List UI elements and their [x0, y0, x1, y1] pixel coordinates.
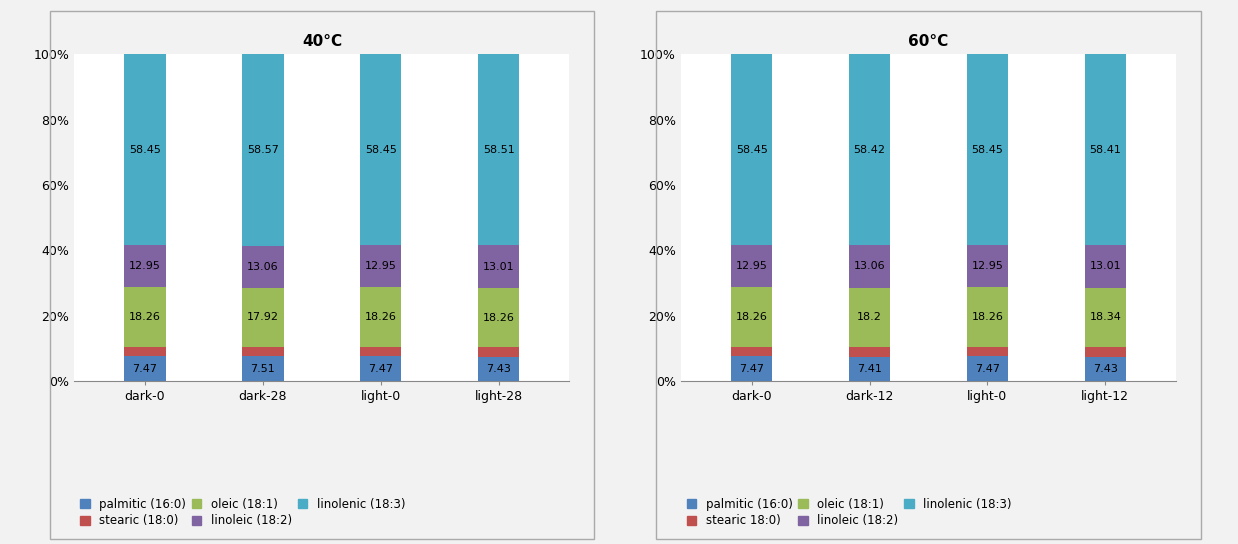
Text: 7.43: 7.43	[487, 364, 511, 374]
Bar	[478, 288, 520, 348]
Bar	[360, 347, 401, 356]
Text: 58.42: 58.42	[853, 145, 885, 154]
Bar	[849, 54, 890, 245]
Text: 58.45: 58.45	[129, 145, 161, 155]
Text: 7.47: 7.47	[739, 363, 764, 374]
Text: 58.45: 58.45	[365, 145, 396, 155]
Bar	[849, 347, 890, 357]
Bar	[849, 245, 890, 288]
Text: 18.26: 18.26	[365, 312, 396, 322]
Text: 7.47: 7.47	[976, 363, 1000, 374]
Bar	[730, 287, 773, 347]
Bar	[124, 245, 166, 287]
Bar	[243, 347, 284, 356]
Text: 58.41: 58.41	[1089, 145, 1122, 154]
Bar	[124, 356, 166, 381]
Legend: palmitic (16:0), stearic 18:0), oleic (18:1), linoleic (18:2), linolenic (18:3): palmitic (16:0), stearic 18:0), oleic (1…	[687, 498, 1011, 527]
Text: 58.45: 58.45	[972, 145, 1003, 155]
Bar	[243, 356, 284, 381]
Bar	[730, 347, 773, 356]
Text: 12.95: 12.95	[129, 261, 161, 271]
Text: 18.26: 18.26	[483, 313, 515, 323]
Text: 58.57: 58.57	[248, 145, 279, 155]
Bar	[967, 356, 1008, 381]
Bar	[360, 54, 401, 245]
Text: 12.95: 12.95	[735, 261, 768, 271]
Text: 18.2: 18.2	[857, 312, 881, 323]
Bar	[243, 288, 284, 347]
Bar	[967, 245, 1008, 287]
Text: 18.26: 18.26	[735, 312, 768, 322]
Title: 40°C: 40°C	[302, 34, 342, 49]
Bar	[243, 245, 284, 288]
Bar	[730, 54, 773, 245]
Text: 17.92: 17.92	[246, 312, 279, 323]
Text: 7.47: 7.47	[369, 363, 394, 374]
Bar	[967, 287, 1008, 347]
Bar	[1084, 348, 1127, 356]
Text: 18.26: 18.26	[972, 312, 1003, 322]
Bar	[478, 356, 520, 381]
Bar	[1084, 245, 1127, 288]
Bar	[124, 347, 166, 356]
Text: 12.95: 12.95	[972, 261, 1003, 271]
Text: 13.01: 13.01	[1089, 261, 1122, 271]
Text: 7.41: 7.41	[857, 364, 881, 374]
Text: 13.06: 13.06	[248, 262, 279, 272]
Bar	[360, 245, 401, 287]
Text: 12.95: 12.95	[365, 261, 396, 271]
Text: 58.51: 58.51	[483, 145, 515, 155]
Text: 7.51: 7.51	[250, 363, 275, 374]
Text: 7.43: 7.43	[1093, 364, 1118, 374]
Bar	[124, 54, 166, 245]
Bar	[1084, 54, 1127, 245]
Text: 13.01: 13.01	[483, 262, 515, 271]
Bar	[967, 347, 1008, 356]
Bar	[243, 54, 284, 245]
Bar	[124, 287, 166, 347]
Bar	[730, 356, 773, 381]
Bar	[1084, 356, 1127, 381]
Bar	[478, 54, 520, 245]
Bar	[1084, 288, 1127, 348]
Text: 58.45: 58.45	[735, 145, 768, 155]
Title: 60°C: 60°C	[909, 34, 948, 49]
Bar	[849, 288, 890, 347]
Text: 18.26: 18.26	[129, 312, 161, 322]
Bar	[360, 356, 401, 381]
Legend: palmitic (16:0), stearic (18:0), oleic (18:1), linoleic (18:2), linolenic (18:3): palmitic (16:0), stearic (18:0), oleic (…	[80, 498, 405, 527]
Text: 7.47: 7.47	[132, 363, 157, 374]
Bar	[478, 348, 520, 356]
Bar	[478, 245, 520, 288]
Bar	[360, 287, 401, 347]
Text: 13.06: 13.06	[854, 262, 885, 271]
Bar	[730, 245, 773, 287]
Bar	[967, 54, 1008, 245]
Text: 18.34: 18.34	[1089, 312, 1122, 323]
Bar	[849, 357, 890, 381]
